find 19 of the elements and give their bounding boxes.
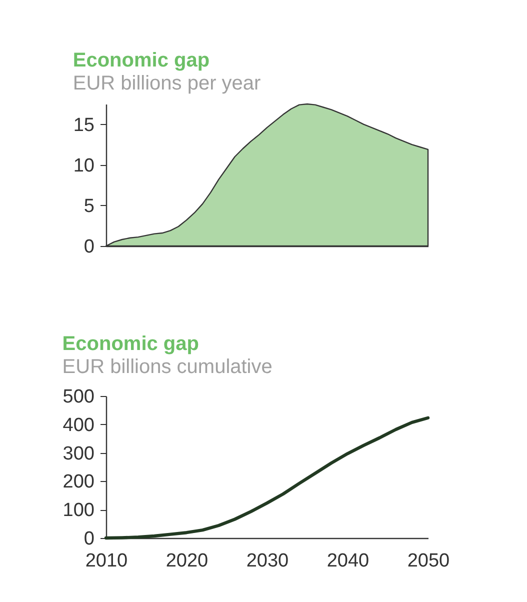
chart-subtitle: EUR billions cumulative <box>62 356 272 378</box>
x-tick-label: 2010 <box>85 550 128 572</box>
y-tick-label: 300 <box>62 443 94 464</box>
x-tick-label: 2020 <box>166 550 208 572</box>
y-tick-label: 400 <box>62 414 94 436</box>
y-tick-label: 15 <box>73 114 94 136</box>
chart-title: Economic gap <box>72 49 210 72</box>
y-tick-label: 5 <box>84 196 94 217</box>
chart-title: Economic gap <box>62 333 199 355</box>
y-tick-label: 200 <box>62 472 94 493</box>
x-tick-label: 2050 <box>407 550 450 572</box>
y-tick-label: 500 <box>62 386 94 408</box>
y-tick-label: 0 <box>84 528 94 550</box>
chart-subtitle: EUR billions per year <box>72 72 262 94</box>
y-tick-label: 10 <box>73 155 94 176</box>
x-tick-label: 2040 <box>326 550 370 572</box>
x-tick-label: 2030 <box>246 550 289 572</box>
y-tick-label: 100 <box>62 500 94 522</box>
y-tick-label: 0 <box>84 236 94 258</box>
